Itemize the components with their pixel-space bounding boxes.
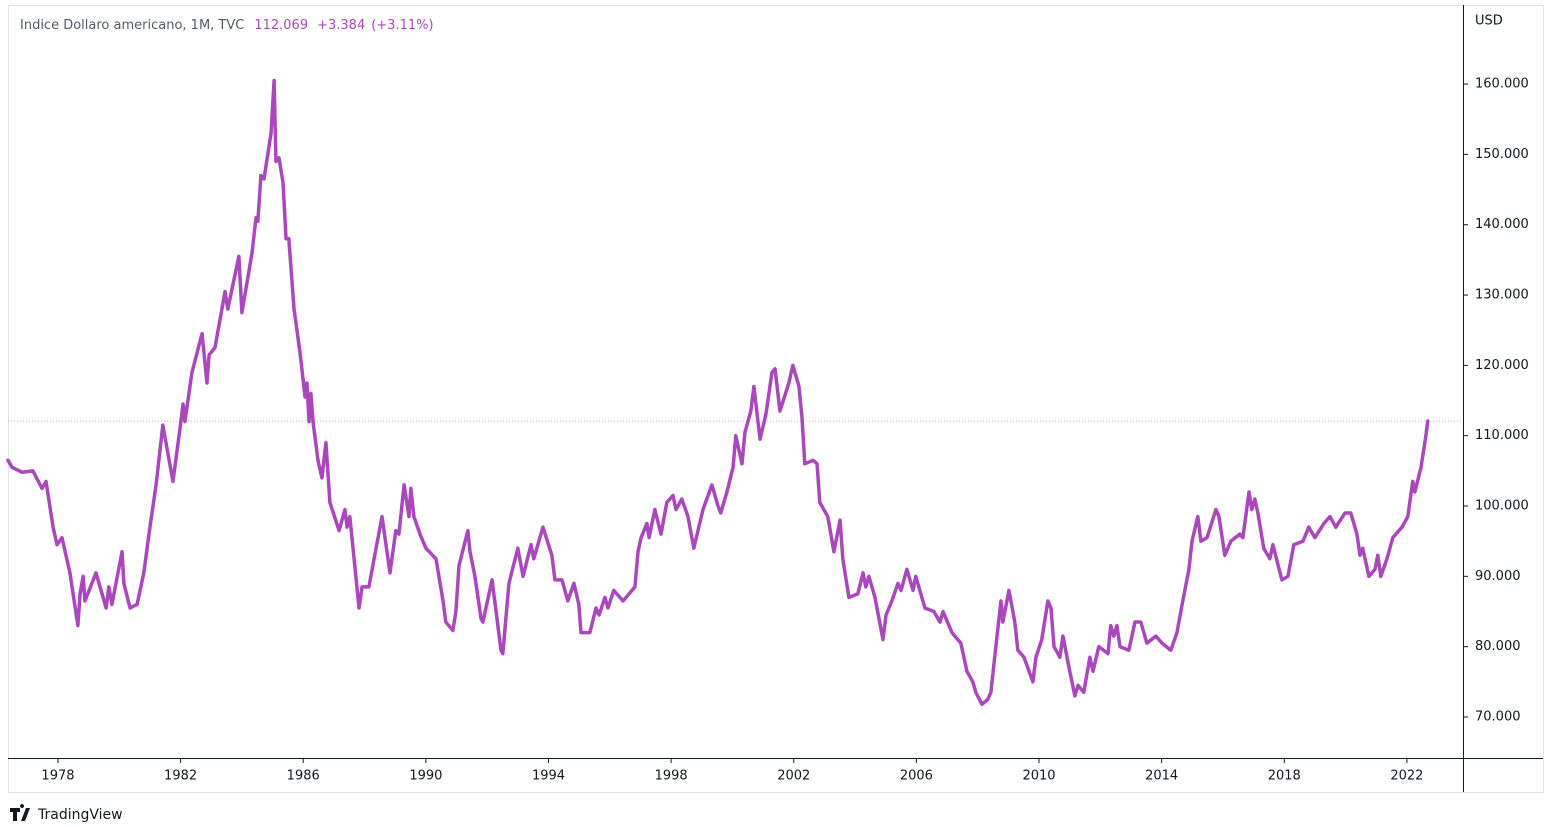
price-line: [6, 78, 1430, 707]
y-tick-label: 90.000: [1475, 569, 1521, 584]
y-tick-label: 120.000: [1475, 358, 1529, 373]
x-tick-label: 1982: [164, 769, 197, 784]
symbol-title: Indice Dollaro americano, 1M, TVC: [20, 18, 244, 33]
brand-logo: TradingView: [10, 804, 123, 823]
x-tick-label: 2018: [1268, 769, 1301, 784]
brand-name: TradingView: [37, 807, 123, 823]
x-tick-label: 1978: [41, 769, 74, 784]
x-tick-label: 1994: [532, 769, 565, 784]
y-tick-label: 100.000: [1475, 499, 1529, 514]
x-tick-label: 2002: [777, 769, 810, 784]
y-tick-label: 150.000: [1475, 147, 1529, 162]
last-price: 112.069: [254, 18, 308, 33]
x-tick-label: 1986: [287, 769, 320, 784]
x-tick-label: 1990: [409, 769, 442, 784]
y-tick-label: 130.000: [1475, 288, 1529, 303]
y-tick-label: 80.000: [1475, 639, 1521, 654]
chart-header: Indice Dollaro americano, 1M, TVC 112.069…: [20, 18, 434, 33]
y-tick-label: 140.000: [1475, 217, 1529, 232]
x-tick-label: 2014: [1145, 769, 1178, 784]
y-tick-label: 70.000: [1475, 709, 1521, 724]
y-tick-label: 160.000: [1475, 77, 1529, 92]
chart-frame: [8, 5, 1544, 793]
x-tick-label: 1998: [655, 769, 688, 784]
y-tick-label: 110.000: [1475, 428, 1529, 443]
price-change: +3.384: [317, 18, 365, 33]
x-tick-label: 2006: [900, 769, 933, 784]
logo-icon: [10, 804, 30, 821]
x-tick-label: 2010: [1022, 769, 1055, 784]
price-change-percent: (+3.11%): [371, 18, 433, 33]
currency-label: USD: [1475, 14, 1503, 29]
x-tick-label: 2022: [1390, 769, 1423, 784]
